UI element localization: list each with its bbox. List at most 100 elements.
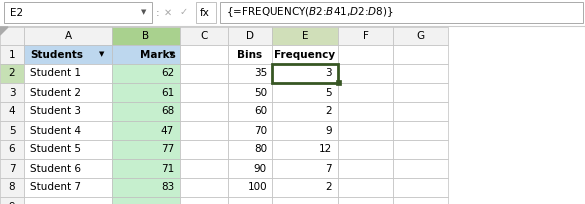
Text: 7: 7 xyxy=(9,163,15,173)
Text: {=FREQUENCY($B$2:$B$41,$D$2:$D$8)}: {=FREQUENCY($B$2:$B$41,$D$2:$D$8)} xyxy=(226,6,394,19)
Bar xyxy=(0,45,24,64)
Bar xyxy=(272,121,338,140)
Text: 35: 35 xyxy=(254,69,267,79)
Bar xyxy=(272,102,338,121)
Text: Student 5: Student 5 xyxy=(30,144,81,154)
Bar xyxy=(393,197,448,204)
Bar xyxy=(112,121,180,140)
Bar xyxy=(272,140,338,159)
Bar xyxy=(24,102,112,121)
Bar xyxy=(228,27,272,45)
Text: 1: 1 xyxy=(9,50,15,60)
Bar xyxy=(338,178,393,197)
Text: B: B xyxy=(142,31,150,41)
Bar xyxy=(272,64,338,83)
Bar xyxy=(24,140,112,159)
Bar xyxy=(228,140,272,159)
Bar xyxy=(0,121,24,140)
Bar xyxy=(393,178,448,197)
Text: 80: 80 xyxy=(254,144,267,154)
Bar xyxy=(0,178,24,197)
Text: 61: 61 xyxy=(161,88,174,98)
Bar xyxy=(0,159,24,178)
Bar xyxy=(180,64,228,83)
Bar xyxy=(180,45,228,64)
Text: fx: fx xyxy=(200,8,210,18)
Polygon shape xyxy=(0,27,8,35)
Bar xyxy=(180,27,228,45)
Bar xyxy=(112,197,180,204)
Bar xyxy=(338,140,393,159)
Text: A: A xyxy=(64,31,71,41)
Bar xyxy=(272,159,338,178)
Bar xyxy=(393,159,448,178)
Text: Student 7: Student 7 xyxy=(30,183,81,193)
Text: 2: 2 xyxy=(325,106,332,116)
Bar xyxy=(338,159,393,178)
Bar xyxy=(24,159,112,178)
Text: ✓: ✓ xyxy=(180,8,188,18)
Bar xyxy=(196,2,216,23)
Bar xyxy=(228,178,272,197)
Text: 2: 2 xyxy=(325,183,332,193)
Text: 71: 71 xyxy=(161,163,174,173)
Bar xyxy=(272,64,338,83)
Text: 4: 4 xyxy=(9,106,15,116)
Bar xyxy=(338,45,393,64)
Text: 47: 47 xyxy=(161,125,174,135)
Bar xyxy=(393,45,448,64)
Text: 70: 70 xyxy=(254,125,267,135)
Text: 8: 8 xyxy=(9,183,15,193)
Bar xyxy=(336,80,341,85)
Bar xyxy=(228,102,272,121)
Text: ▼: ▼ xyxy=(99,51,105,58)
Text: Student 4: Student 4 xyxy=(30,125,81,135)
Text: 60: 60 xyxy=(254,106,267,116)
Bar xyxy=(112,140,180,159)
Bar xyxy=(338,102,393,121)
Bar xyxy=(272,83,338,102)
Bar xyxy=(0,140,24,159)
Bar xyxy=(272,45,338,64)
Text: 100: 100 xyxy=(247,183,267,193)
Text: 90: 90 xyxy=(254,163,267,173)
Bar xyxy=(0,0,585,27)
Bar xyxy=(393,121,448,140)
Bar xyxy=(24,121,112,140)
Bar xyxy=(24,83,112,102)
Bar xyxy=(4,2,152,23)
Text: 6: 6 xyxy=(9,144,15,154)
Bar xyxy=(112,45,180,64)
Text: Student 2: Student 2 xyxy=(30,88,81,98)
Bar xyxy=(0,197,24,204)
Bar xyxy=(24,27,112,45)
Bar xyxy=(112,102,180,121)
Bar xyxy=(0,27,24,45)
Text: 9: 9 xyxy=(325,125,332,135)
Bar xyxy=(24,45,112,64)
Bar xyxy=(24,64,112,83)
Bar xyxy=(393,102,448,121)
Text: ▼: ▼ xyxy=(169,51,175,58)
Text: :: : xyxy=(156,8,160,18)
Text: 2: 2 xyxy=(9,69,15,79)
Bar xyxy=(112,27,180,45)
Bar xyxy=(24,178,112,197)
Text: 3: 3 xyxy=(9,88,15,98)
Text: 77: 77 xyxy=(161,144,174,154)
Bar xyxy=(180,83,228,102)
Text: G: G xyxy=(417,31,425,41)
Bar xyxy=(180,159,228,178)
Bar xyxy=(393,83,448,102)
Text: Bins: Bins xyxy=(238,50,263,60)
Bar xyxy=(228,121,272,140)
Bar xyxy=(180,178,228,197)
Text: D: D xyxy=(246,31,254,41)
Bar xyxy=(180,102,228,121)
Text: E2: E2 xyxy=(10,8,23,18)
Text: ✕: ✕ xyxy=(164,8,172,18)
Text: 83: 83 xyxy=(161,183,174,193)
Text: E: E xyxy=(302,31,308,41)
Bar xyxy=(393,27,448,45)
Bar xyxy=(338,83,393,102)
